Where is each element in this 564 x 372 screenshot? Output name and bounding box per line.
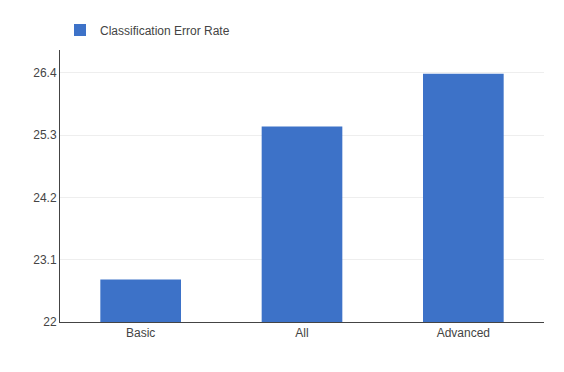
svg-text:23.1: 23.1	[33, 253, 57, 267]
svg-text:Advanced: Advanced	[437, 326, 490, 340]
svg-text:Classification Error Rate: Classification Error Rate	[100, 24, 230, 38]
svg-text:22: 22	[43, 315, 57, 329]
svg-text:25.3: 25.3	[33, 128, 57, 142]
svg-text:Basic: Basic	[126, 326, 155, 340]
svg-text:All: All	[295, 326, 308, 340]
svg-text:26.4: 26.4	[33, 66, 57, 80]
svg-text:24.2: 24.2	[33, 191, 57, 205]
